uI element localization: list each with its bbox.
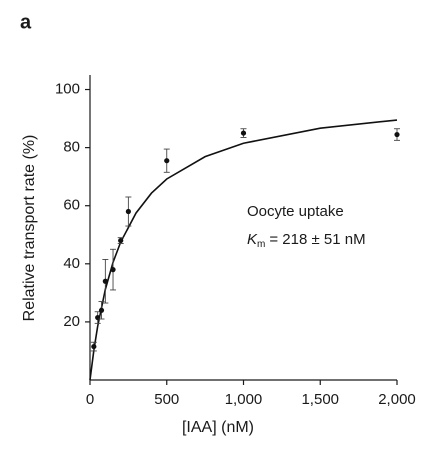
y-axis-label: Relative transport rate (%) [21,135,38,322]
y-tick-label: 60 [63,197,80,214]
y-tick-label: 20 [63,313,80,330]
data-point [240,130,247,136]
data-point [394,131,400,138]
data-point [164,158,170,164]
x-axis-label: [IAA] (nM) [182,419,254,436]
data-point [91,343,97,350]
data-point [118,237,124,244]
data-point [125,208,131,215]
data-point [98,307,105,313]
annotation: Km = 218 ± 51 nM [247,231,366,250]
x-tick-label: 1,000 [225,391,263,408]
fit-curve [89,119,398,381]
km-subscript: m [257,239,265,250]
km-text: = 218 ± 51 nM [269,231,365,248]
panel-label: a [20,11,32,33]
x-tick-label: 1,500 [301,391,339,408]
x-tick-label: 0 [86,391,94,408]
x-tick-label: 500 [154,391,179,408]
x-tick-label: 2,000 [378,391,416,408]
data-point [110,267,116,273]
data-point [102,278,108,284]
km-symbol: K [247,231,258,248]
y-tick-label: 80 [63,139,80,156]
annotation: Oocyte uptake [247,203,344,220]
y-tick-label: 100 [55,80,80,97]
y-tick-label: 40 [63,255,80,272]
